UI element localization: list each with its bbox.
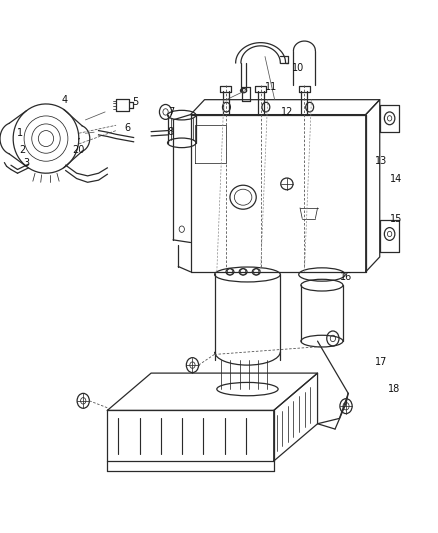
Text: 17: 17 (375, 358, 387, 367)
Text: 4: 4 (62, 95, 68, 105)
Text: 10: 10 (292, 63, 304, 73)
Ellipse shape (252, 269, 260, 275)
Text: 5: 5 (133, 98, 139, 107)
Text: 13: 13 (375, 156, 387, 166)
Text: 15: 15 (390, 214, 403, 223)
Text: 2: 2 (20, 146, 26, 155)
Text: 3: 3 (23, 158, 29, 167)
Ellipse shape (226, 269, 234, 275)
Text: 1: 1 (17, 128, 23, 138)
Ellipse shape (301, 335, 343, 347)
Ellipse shape (215, 267, 280, 282)
Ellipse shape (239, 269, 247, 275)
Text: 14: 14 (390, 174, 403, 183)
Text: 7: 7 (168, 107, 174, 117)
Text: 8: 8 (168, 127, 174, 137)
Text: 18: 18 (388, 384, 400, 394)
Text: 16: 16 (340, 272, 352, 282)
Text: 11: 11 (265, 83, 278, 92)
Ellipse shape (301, 279, 343, 291)
Text: 6: 6 (124, 123, 130, 133)
Text: 12: 12 (281, 107, 293, 117)
Text: 20: 20 (72, 146, 84, 155)
